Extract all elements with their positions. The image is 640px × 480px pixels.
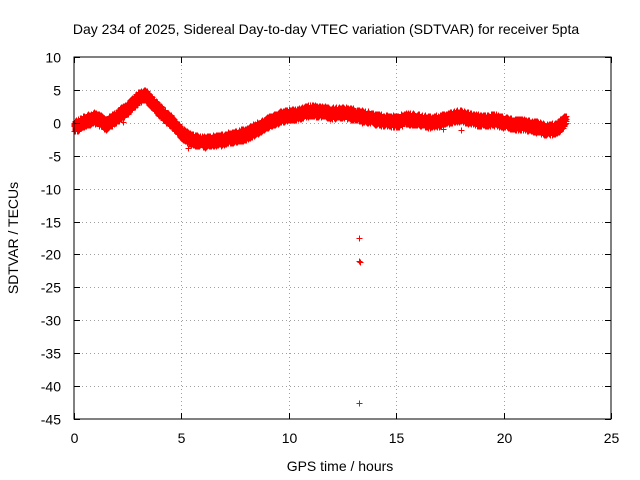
data-series (71, 87, 570, 407)
